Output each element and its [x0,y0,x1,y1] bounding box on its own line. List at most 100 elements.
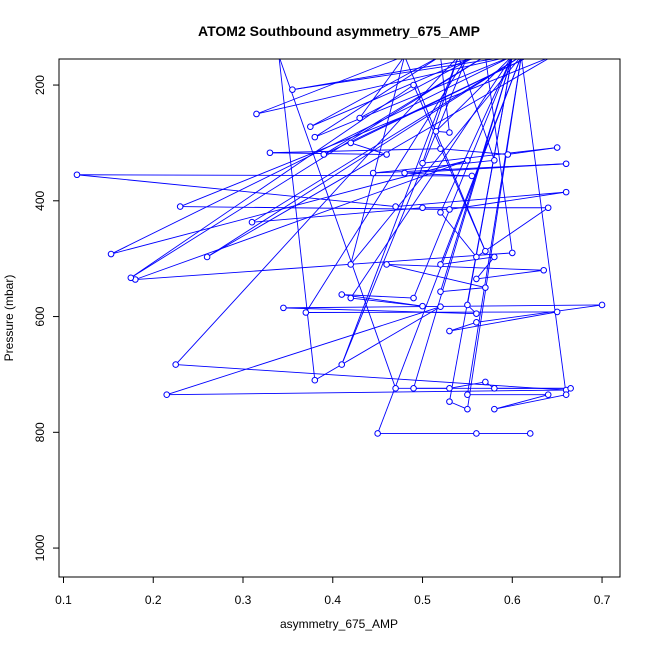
series-segment [206,59,518,258]
data-point [473,310,480,317]
data-point [510,59,514,60]
data-point [446,327,453,335]
data-point [482,284,489,291]
series-segment [110,59,508,255]
x-tick-label: 0.6 [504,593,521,607]
data-point [356,114,363,122]
series-segment [359,59,472,119]
data-point [383,151,390,158]
series-segment [305,59,467,313]
data-point [338,291,346,298]
data-point [338,361,346,368]
x-tick-label: 0.7 [594,593,611,607]
x-tick-label: 0.4 [324,593,341,607]
series-segment [341,59,458,365]
series-segment [449,191,567,210]
data-point [410,385,417,392]
data-point [519,59,523,60]
series-segment [449,311,558,332]
y-tick-label: 200 [33,75,47,95]
plot-area [58,58,621,578]
data-point [163,391,171,398]
series-segment [386,264,544,271]
series-segment [135,159,468,280]
x-tick-label: 0.1 [55,593,72,607]
data-point [473,430,480,437]
series-segment [175,364,567,391]
data-point [446,129,453,136]
data-point [551,59,555,60]
data-point [374,430,381,437]
series-segment [278,59,316,381]
series-segment [476,304,603,323]
data-point [446,385,453,392]
series-segment [269,148,441,154]
data-point [510,59,514,60]
data-point [392,385,399,392]
data-point [277,59,281,60]
series-segment [206,59,549,258]
data-point [302,309,310,316]
series-segment [110,159,468,255]
data-point [508,249,516,257]
data-point [437,288,444,295]
series-segment [350,59,405,265]
series-segment [310,59,471,128]
data-point [482,247,489,255]
series-segment [350,142,387,155]
data-point [176,203,184,210]
series-segment [449,381,486,389]
series-segment [166,389,567,396]
data-point [419,302,426,310]
series-segment [440,256,495,265]
data-point [473,319,480,326]
data-point [73,171,81,179]
data-point [488,59,492,60]
data-point [562,188,570,196]
data-point [402,59,407,60]
data-point [347,139,355,147]
series-segment [494,394,567,410]
series-segment [175,59,457,365]
data-point [347,261,355,268]
data-point [544,391,552,398]
series-segment [405,59,486,252]
series-segment [466,59,522,395]
series-segment [350,297,423,307]
data-point [311,376,319,384]
data-point [437,261,444,268]
data-point [446,398,453,405]
series-segment [422,59,458,164]
data-point [402,59,407,60]
series-segment [386,264,486,289]
series-segment [373,159,495,174]
data-point [528,59,532,60]
series-segment [377,59,521,434]
x-tick-label: 0.3 [235,593,252,607]
data-point [437,303,444,311]
data-point [456,59,461,60]
y-axis-label: Pressure (mbar) [2,275,16,362]
data-point [437,209,444,216]
data-point [483,59,487,60]
data-point [410,294,417,302]
x-axis: 0.1 0.2 0.3 0.4 0.5 0.6 0.7 [55,576,611,607]
series-segment [494,394,549,410]
series-segment [314,59,507,138]
data-point [172,361,179,368]
data-point [464,301,471,309]
data-point [483,59,487,60]
data-point [519,59,523,60]
series-segment [310,59,437,128]
data-point [419,204,426,212]
data-point [464,405,471,413]
data-point [510,59,514,60]
data-point [491,405,498,413]
data-point [320,151,328,158]
series-segment [413,84,486,252]
data-point [253,110,260,118]
series-segment [404,163,567,174]
series-segment [350,59,511,299]
series-segment [413,59,512,389]
series-segment [135,252,513,280]
